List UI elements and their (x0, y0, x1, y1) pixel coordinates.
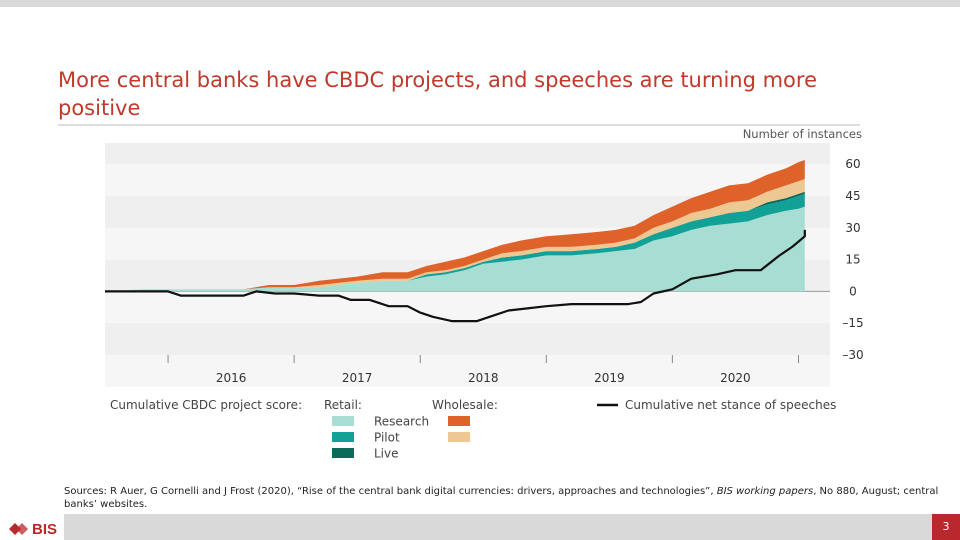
sources-suffix: , No 880, August; central banks’ website… (64, 486, 939, 510)
x-tick-label: 2019 (594, 371, 625, 385)
legend-swatch-wholesale-research (448, 416, 470, 426)
y-tick-label: 45 (845, 189, 860, 203)
bis-logo-text: BIS (32, 520, 58, 538)
legend-title: Cumulative CBDC project score: (110, 398, 302, 412)
y-tick-label: –15 (842, 316, 863, 330)
bis-logo-icon (9, 523, 28, 535)
net-stance-line (105, 229, 806, 323)
legend-swatch-retail-live (332, 448, 354, 458)
legend-label: Research (374, 415, 429, 429)
footer-bar (64, 514, 960, 540)
sources-note: Sources: R Auer, G Cornelli and J Frost … (64, 485, 944, 511)
bis-logo: BIS (8, 520, 57, 538)
slide-title: More central banks have CBDC projects, a… (58, 68, 817, 120)
area-retail-research (105, 206, 805, 292)
legend-retail-heading: Retail: (324, 398, 362, 412)
sources-italic: BIS working papers (716, 486, 814, 497)
legend-net-stance-label: Cumulative net stance of speeches (625, 398, 836, 412)
plot-band (105, 355, 830, 387)
x-tick-label: 2016 (216, 371, 247, 385)
area-wholesale-pilot (105, 179, 805, 292)
y-tick-label: 30 (845, 221, 860, 235)
y-tick-label: 15 (845, 253, 860, 267)
area-wholesale-research (105, 160, 805, 292)
legend-label: Live (374, 447, 399, 461)
x-tick-label: 2018 (468, 371, 499, 385)
legend-swatch-retail-pilot (332, 432, 354, 442)
top-bar (0, 0, 960, 7)
sources-prefix: Sources: R Auer, G Cornelli and J Frost … (64, 486, 717, 497)
y-tick-label: –30 (842, 348, 863, 362)
page-number: 3 (932, 514, 960, 540)
y-axis-label: Number of instances (743, 127, 862, 141)
x-tick-label: 2017 (342, 371, 373, 385)
legend-label: Pilot (374, 431, 400, 445)
y-tick-label: 60 (845, 157, 860, 171)
area-retail-pilot (105, 193, 805, 292)
x-tick-label: 2020 (720, 371, 751, 385)
plot-band (105, 164, 830, 196)
y-tick-label: 0 (849, 284, 857, 298)
legend-swatch-wholesale-pilot (448, 432, 470, 442)
legend-wholesale-heading: Wholesale: (432, 398, 498, 412)
legend-swatch-retail-research (332, 416, 354, 426)
